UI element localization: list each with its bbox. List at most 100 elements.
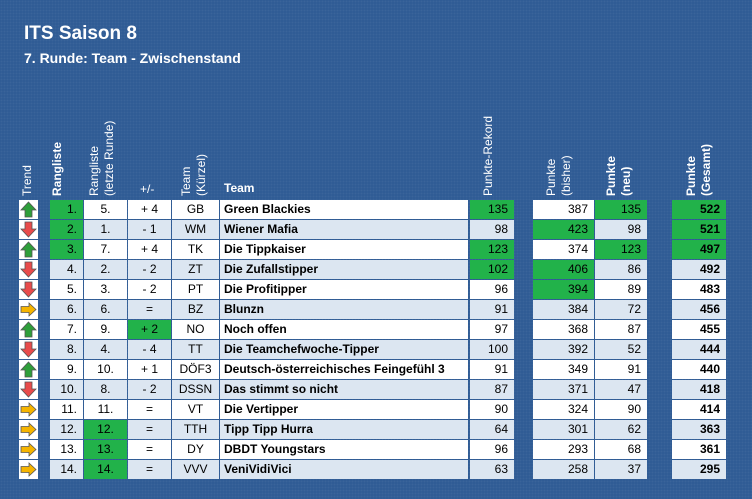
cell-bisher: 349: [533, 360, 594, 379]
cell-rekord: 96: [470, 280, 514, 299]
cell-team: Noch offen: [220, 320, 468, 339]
cell-diff: - 1: [128, 220, 171, 239]
trend-same-icon: [19, 300, 38, 319]
cell-last: 11.: [84, 400, 127, 419]
cell-gesamt: 455: [672, 320, 726, 339]
cell-team: Blunzn: [220, 300, 468, 319]
header-rekord: Punkte-Rekord: [481, 115, 495, 196]
cell-rank: 11.: [50, 400, 83, 419]
cell-last: 7.: [84, 240, 127, 259]
header-bisher-sub: (bisher): [559, 155, 573, 196]
trend-same-icon: [19, 440, 38, 459]
cell-neu: 72: [595, 300, 647, 319]
header-rangliste: Rangliste: [50, 141, 64, 196]
cell-diff: =: [128, 460, 171, 479]
cell-rekord: 100: [470, 340, 514, 359]
cell-neu: 86: [595, 260, 647, 279]
cell-rank: 2.: [50, 220, 83, 239]
cell-code: PT: [172, 280, 219, 299]
cell-diff: =: [128, 420, 171, 439]
cell-gesamt: 456: [672, 300, 726, 319]
cell-bisher: 324: [533, 400, 594, 419]
cell-code: DÖF3: [172, 360, 219, 379]
cell-neu: 123: [595, 240, 647, 259]
header-trend: Trend: [20, 165, 34, 196]
trend-up-icon: [19, 360, 38, 379]
page-subtitle: 7. Runde: Team - Zwischenstand: [24, 50, 241, 66]
cell-diff: - 2: [128, 260, 171, 279]
cell-diff: - 2: [128, 380, 171, 399]
cell-bisher: 301: [533, 420, 594, 439]
cell-last: 13.: [84, 440, 127, 459]
cell-code: VT: [172, 400, 219, 419]
trend-same-icon: [19, 420, 38, 439]
cell-neu: 135: [595, 200, 647, 219]
cell-bisher: 371: [533, 380, 594, 399]
cell-rank: 1.: [50, 200, 83, 219]
cell-code: WM: [172, 220, 219, 239]
cell-last: 10.: [84, 360, 127, 379]
cell-neu: 90: [595, 400, 647, 419]
cell-team: VeniVidiVici: [220, 460, 468, 479]
cell-gesamt: 363: [672, 420, 726, 439]
cell-rekord: 135: [470, 200, 514, 219]
cell-code: ZT: [172, 260, 219, 279]
cell-last: 12.: [84, 420, 127, 439]
cell-bisher: 368: [533, 320, 594, 339]
header-team-kurz: Team: [179, 166, 193, 196]
header-bisher: Punkte: [544, 158, 558, 196]
cell-rekord: 123: [470, 240, 514, 259]
cell-rekord: 96: [470, 440, 514, 459]
header-team-kurz-sub: (Kürzel): [194, 153, 208, 196]
cell-diff: + 1: [128, 360, 171, 379]
cell-diff: + 4: [128, 240, 171, 259]
cell-team: Deutsch-österreichisches Feingefühl 3: [220, 360, 468, 379]
cell-bisher: 374: [533, 240, 594, 259]
trend-down-icon: [19, 380, 38, 399]
cell-last: 5.: [84, 200, 127, 219]
cell-last: 1.: [84, 220, 127, 239]
header-rangliste-letzte: Rangliste: [87, 145, 101, 196]
cell-diff: =: [128, 440, 171, 459]
trend-up-icon: [19, 240, 38, 259]
cell-rekord: 90: [470, 400, 514, 419]
cell-rank: 3.: [50, 240, 83, 259]
cell-rank: 5.: [50, 280, 83, 299]
cell-bisher: 293: [533, 440, 594, 459]
cell-rekord: 91: [470, 360, 514, 379]
header-rangliste-letzte-sub: (letzte Runde): [102, 120, 116, 196]
cell-code: TK: [172, 240, 219, 259]
header-gesamt: Punkte: [684, 155, 698, 196]
header-diff: +/-: [140, 182, 155, 196]
cell-gesamt: 418: [672, 380, 726, 399]
cell-team: Die Tippkaiser: [220, 240, 468, 259]
cell-rank: 4.: [50, 260, 83, 279]
cell-bisher: 384: [533, 300, 594, 319]
cell-team: Wiener Mafia: [220, 220, 468, 239]
cell-gesamt: 522: [672, 200, 726, 219]
trend-same-icon: [19, 400, 38, 419]
cell-team: Green Blackies: [220, 200, 468, 219]
cell-rekord: 102: [470, 260, 514, 279]
header-neu-sub: (neu): [619, 166, 633, 196]
trend-down-icon: [19, 260, 38, 279]
trend-up-icon: [19, 200, 38, 219]
cell-last: 4.: [84, 340, 127, 359]
cell-code: TT: [172, 340, 219, 359]
cell-last: 9.: [84, 320, 127, 339]
cell-rekord: 64: [470, 420, 514, 439]
cell-rekord: 97: [470, 320, 514, 339]
trend-down-icon: [19, 220, 38, 239]
cell-gesamt: 492: [672, 260, 726, 279]
cell-bisher: 392: [533, 340, 594, 359]
cell-team: Die Profitipper: [220, 280, 468, 299]
trend-same-icon: [19, 460, 38, 479]
cell-rank: 10.: [50, 380, 83, 399]
cell-gesamt: 521: [672, 220, 726, 239]
cell-bisher: 258: [533, 460, 594, 479]
cell-team: Die Zufallstipper: [220, 260, 468, 279]
cell-neu: 87: [595, 320, 647, 339]
cell-code: BZ: [172, 300, 219, 319]
cell-last: 14.: [84, 460, 127, 479]
